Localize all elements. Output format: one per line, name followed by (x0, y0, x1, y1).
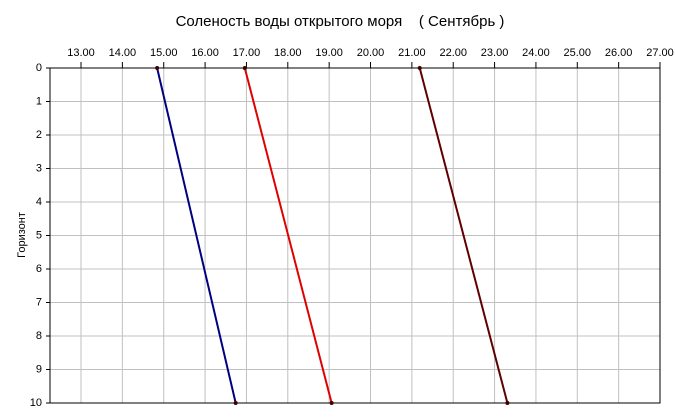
x-tick-label: 14.00 (109, 47, 137, 59)
y-tick-label: 7 (36, 296, 42, 308)
point (233, 401, 238, 405)
y-tick-label: 6 (36, 263, 42, 275)
x-tick-label: 20.00 (357, 47, 385, 59)
point (417, 66, 422, 70)
point (329, 401, 334, 405)
x-tick-label: 23.00 (481, 47, 509, 59)
y-tick-label: 1 (36, 95, 42, 107)
chart-title: Соленость воды открытого моря ( Сентябрь… (176, 13, 505, 30)
y-tick-label: 3 (36, 162, 42, 174)
x-tick-label: 15.00 (150, 47, 178, 59)
x-tick-label: 24.00 (522, 47, 550, 59)
x-tick-label: 26.00 (605, 47, 633, 59)
x-tick-label: 27.00 (646, 47, 674, 59)
y-axis-label: Горизонт (16, 212, 28, 258)
point (155, 66, 160, 70)
x-tick-label: 18.00 (274, 47, 302, 59)
point (505, 401, 510, 405)
line (418, 67, 509, 404)
x-tick-label: 17.00 (233, 47, 261, 59)
y-tick-label: 9 (36, 363, 42, 375)
y-tick-label: 2 (36, 129, 42, 141)
point (242, 66, 247, 70)
y-tick-label: 4 (36, 196, 42, 208)
line (243, 67, 333, 404)
line (156, 67, 237, 404)
x-tick-label: 21.00 (398, 47, 426, 59)
y-tick-label: 8 (36, 330, 42, 342)
x-tick-label: 25.00 (564, 47, 592, 59)
x-tick-label: 16.00 (191, 47, 219, 59)
y-tick-label: 10 (30, 397, 42, 409)
x-tick-label: 22.00 (439, 47, 467, 59)
y-tick-label: 5 (36, 229, 42, 241)
y-tick-label: 0 (36, 62, 42, 74)
x-tick-label: 13.00 (67, 47, 95, 59)
plot-border (49, 67, 661, 404)
x-tick-label: 19.00 (315, 47, 343, 59)
